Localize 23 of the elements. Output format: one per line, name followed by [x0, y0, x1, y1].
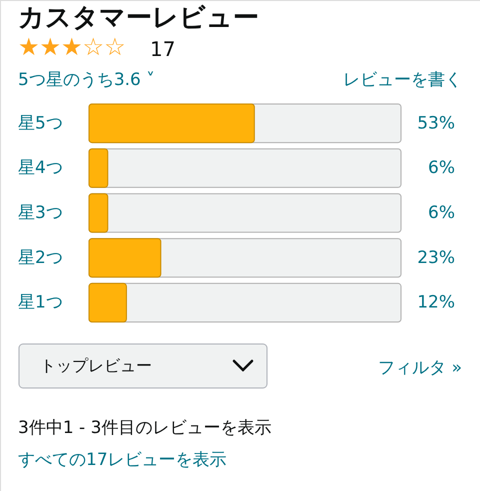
text: トップレビュー [40, 356, 152, 375]
data-label: 12% [417, 292, 455, 313]
text: 5つ星のうち3.6 ˅ [18, 70, 155, 90]
bar [88, 238, 162, 278]
data-label: 23% [417, 248, 455, 268]
bar [88, 193, 108, 233]
y-tick-label: 星2つ [18, 248, 63, 268]
data-label: 53% [417, 113, 455, 134]
text: ★★★☆☆ [18, 33, 126, 61]
y-tick-label: 星1つ [18, 292, 63, 313]
text: すべての17レビューを表示 [18, 450, 227, 470]
bar [88, 148, 108, 188]
text: 17 [150, 37, 176, 61]
bar [88, 282, 127, 322]
text: レビューを書く [343, 70, 462, 90]
y-tick-label: 星4つ [18, 158, 63, 178]
data-label: 6% [428, 158, 455, 178]
y-tick-label: 星5つ [18, 113, 63, 134]
chart-title: カスタマーレビュー [18, 3, 259, 33]
data-label: 6% [428, 203, 455, 223]
text: フィルタ » [378, 358, 462, 378]
y-tick-label: 星3つ [18, 203, 63, 223]
text: 3件中1 - 3件目のレビューを表示 [18, 418, 272, 438]
